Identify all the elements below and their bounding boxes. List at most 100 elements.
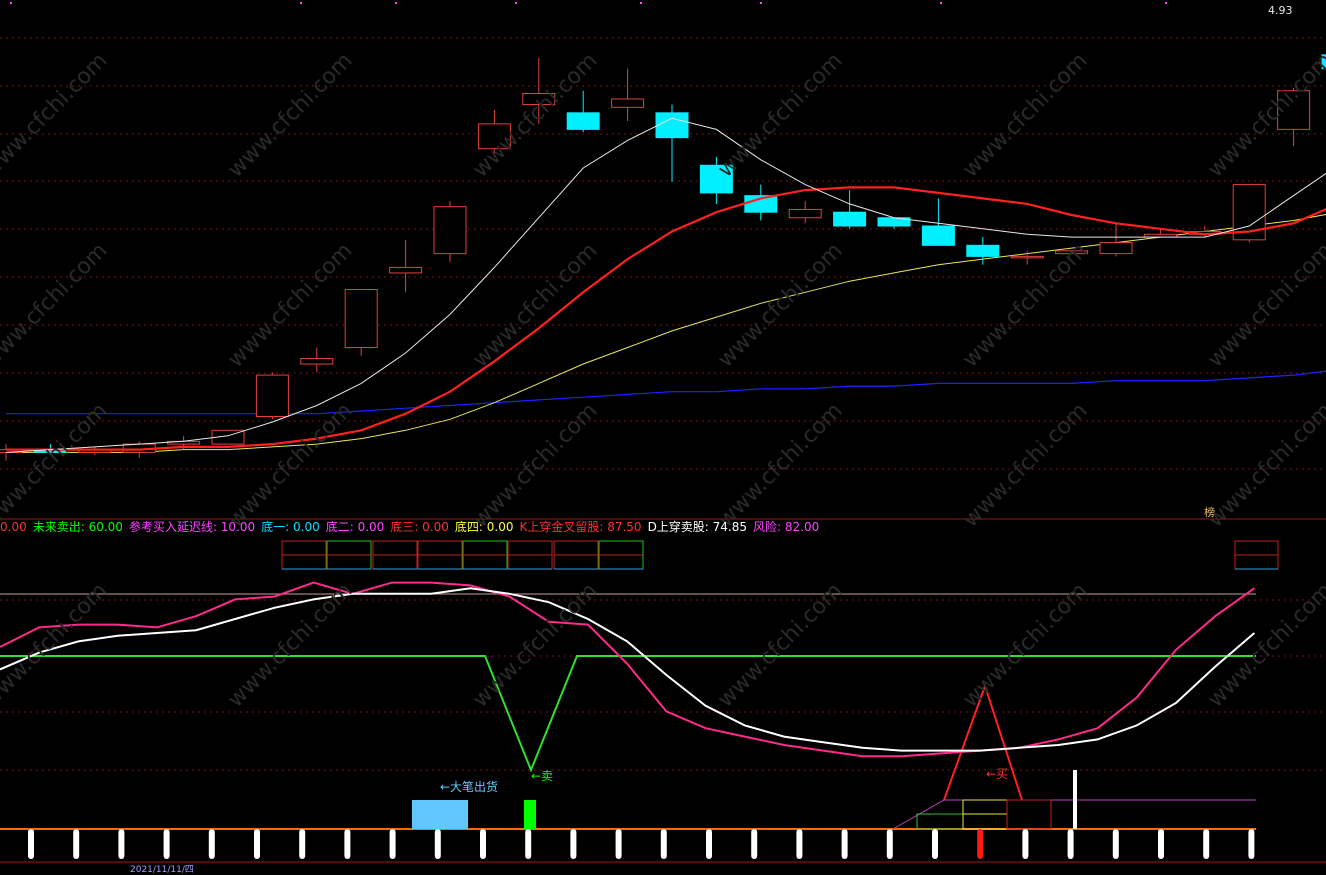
candle	[1099, 223, 1133, 257]
candle	[255, 372, 289, 420]
indicator-panel[interactable]	[0, 540, 1279, 859]
signal-box	[598, 540, 644, 570]
baseline-tick	[344, 829, 351, 859]
candle	[522, 57, 556, 124]
price-label: 4.93	[1268, 4, 1293, 17]
candlestick-panel[interactable]	[0, 49, 1326, 461]
top-tick	[395, 2, 397, 4]
candle	[1232, 184, 1266, 243]
baseline-tick	[254, 829, 260, 859]
baseline-tick	[1248, 829, 1255, 859]
baseline-tick	[1158, 829, 1164, 859]
candle	[300, 347, 334, 373]
baseline-tick	[977, 829, 984, 859]
candle	[1321, 54, 1326, 70]
candle	[566, 90, 600, 133]
big-sell-annotation: ←大笔出货	[440, 780, 499, 794]
baseline-tick	[706, 829, 712, 859]
top-tick	[640, 2, 642, 4]
legend-item: D上穿卖股: 74.85	[647, 520, 748, 534]
watermark-text: www.cfchi.com	[1203, 578, 1326, 712]
top-tick	[300, 2, 302, 4]
signal-bar	[1073, 770, 1077, 829]
candle-body	[1010, 255, 1044, 259]
candle	[477, 110, 511, 157]
big-sell-bar	[412, 800, 468, 829]
baseline-tick	[751, 829, 758, 859]
candle-body	[566, 112, 600, 130]
legend-item: 底一: 0.00	[261, 520, 320, 534]
signal-box	[553, 540, 599, 570]
baseline-tick	[73, 829, 80, 859]
buy-spike	[943, 682, 1023, 801]
bottom-box	[1006, 799, 1052, 830]
candle	[966, 237, 1000, 265]
watermark-text: www.cfchi.com	[0, 398, 113, 532]
baseline-tick	[796, 829, 803, 859]
watermark-text: www.cfchi.com	[958, 578, 1092, 712]
top-tick	[10, 2, 12, 4]
signal-box	[1234, 540, 1279, 570]
indicator-legend: 0.00 未来卖出: 60.00 参考买入延迟线: 10.00 底一: 0.00 底二:…	[0, 519, 825, 535]
baseline-tick	[1203, 829, 1210, 859]
sell-bar	[524, 800, 536, 829]
top-tick	[515, 2, 517, 4]
legend-item: 底四: 0.00	[454, 520, 514, 534]
baseline-tick	[525, 829, 532, 859]
leaderboard-badge: 榜	[1204, 506, 1215, 519]
legend-item: 底三: 0.00	[390, 520, 449, 534]
baseline-tick	[28, 829, 34, 859]
candle-body	[1277, 90, 1311, 130]
signal-box	[372, 540, 418, 570]
top-tick	[940, 2, 942, 4]
candle-body	[1321, 54, 1326, 70]
purple-step-line	[892, 799, 1256, 830]
baseline-tick	[615, 829, 622, 859]
baseline-tick	[660, 829, 667, 859]
baseline-tick	[841, 829, 848, 859]
watermark-text: www.cfchi.com	[1203, 398, 1326, 532]
legend-item: 未来卖出: 60.00	[32, 520, 123, 534]
candle	[78, 446, 112, 456]
candle-body	[433, 206, 467, 255]
baseline-tick	[570, 829, 577, 859]
candle	[611, 68, 645, 122]
baseline-tick	[389, 829, 396, 859]
baseline-tick	[163, 829, 170, 859]
candle-body	[522, 92, 556, 106]
baseline-tick	[118, 829, 125, 859]
candle-body	[389, 266, 423, 274]
watermark-text: www.cfchi.com	[1203, 238, 1326, 372]
watermark-text: www.cfchi.com	[958, 238, 1092, 372]
legend-item: 参考买入延迟线: 10.00	[128, 520, 256, 534]
watermark-text: www.cfchi.com	[0, 578, 113, 712]
legend-item: 0.00	[0, 520, 27, 534]
baseline-tick	[1067, 829, 1074, 859]
candle-body	[966, 244, 1000, 257]
candle-body	[788, 208, 822, 219]
watermark-text: www.cfchi.com	[468, 398, 602, 532]
baseline-tick	[299, 829, 306, 859]
ma5-line	[5, 117, 1326, 453]
signal-box	[507, 540, 553, 570]
signal-box	[281, 540, 327, 570]
legend-item: 风险: 82.00	[753, 520, 820, 534]
baseline-tick	[208, 829, 215, 859]
legend-item: 底二: 0.00	[325, 520, 385, 534]
watermark-text: www.cfchi.com	[0, 238, 113, 372]
signal-box	[326, 540, 372, 570]
candle	[1010, 250, 1044, 265]
signal-box	[462, 540, 508, 570]
candle	[833, 190, 867, 229]
watermark-text: www.cfchi.com	[223, 48, 357, 182]
baseline-tick	[480, 829, 486, 859]
watermark-text: www.cfchi.com	[223, 398, 357, 532]
watermark-text: www.cfchi.com	[958, 48, 1092, 182]
ma10-line	[6, 186, 1326, 451]
candle	[433, 201, 467, 262]
baseline-tick	[932, 829, 938, 859]
bottom-box	[962, 799, 1008, 815]
watermark-text: www.cfchi.com	[223, 238, 357, 372]
bottom-box	[962, 813, 1008, 830]
